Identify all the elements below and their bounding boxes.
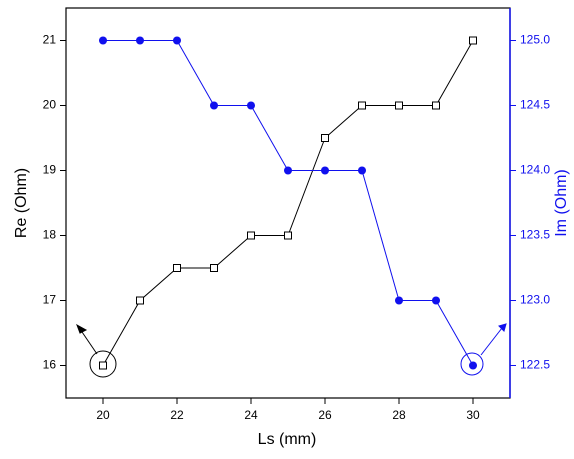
y2-axis-label: Im (Ohm) [553,169,570,237]
marker [136,296,144,305]
marker [284,166,292,175]
marker [284,231,292,240]
plot-frame [65,7,511,399]
marker [321,134,329,142]
annotation-right [460,323,507,376]
marker [173,264,181,272]
marker [136,36,144,45]
y2-tick-label: 123.0 [520,293,550,307]
y2-tick-label: 124.5 [520,98,550,112]
marker [469,361,477,370]
marker [321,166,329,175]
marker [247,101,255,110]
y2-tick-label: 122.5 [520,358,550,372]
x-tick-label: 24 [244,408,258,422]
y-tick-label: 16 [43,358,57,372]
y2-tick-label: 125.0 [520,33,550,47]
marker [210,264,218,272]
marker [99,36,107,45]
y-axis-label: Re (Ohm) [13,168,30,238]
series-line [102,40,474,366]
y2-tick-label: 123.5 [520,228,550,242]
marker [432,101,440,110]
marker [173,36,181,45]
x-tick-label: 20 [96,408,110,422]
marker [432,296,440,305]
marker [395,296,403,305]
annotation-left [76,323,117,378]
y-tick-label: 17 [43,293,57,307]
y-tick-label: 18 [43,228,57,242]
x-tick-label: 30 [466,408,480,422]
series-line [103,40,474,366]
marker [247,231,255,240]
x-tick-label: 28 [392,408,406,422]
y-tick-label: 21 [43,33,57,47]
marker [395,101,403,110]
y-tick-label: 20 [43,98,57,112]
marker [358,166,366,175]
x-tick-label: 26 [318,408,332,422]
marker [358,101,366,110]
y-tick-label: 19 [43,163,57,177]
marker [469,36,477,45]
x-tick-label: 22 [170,408,184,422]
marker [99,361,107,370]
y2-tick-label: 124.0 [520,163,550,177]
marker [210,101,218,110]
x-axis-label: Ls (mm) [258,431,317,448]
